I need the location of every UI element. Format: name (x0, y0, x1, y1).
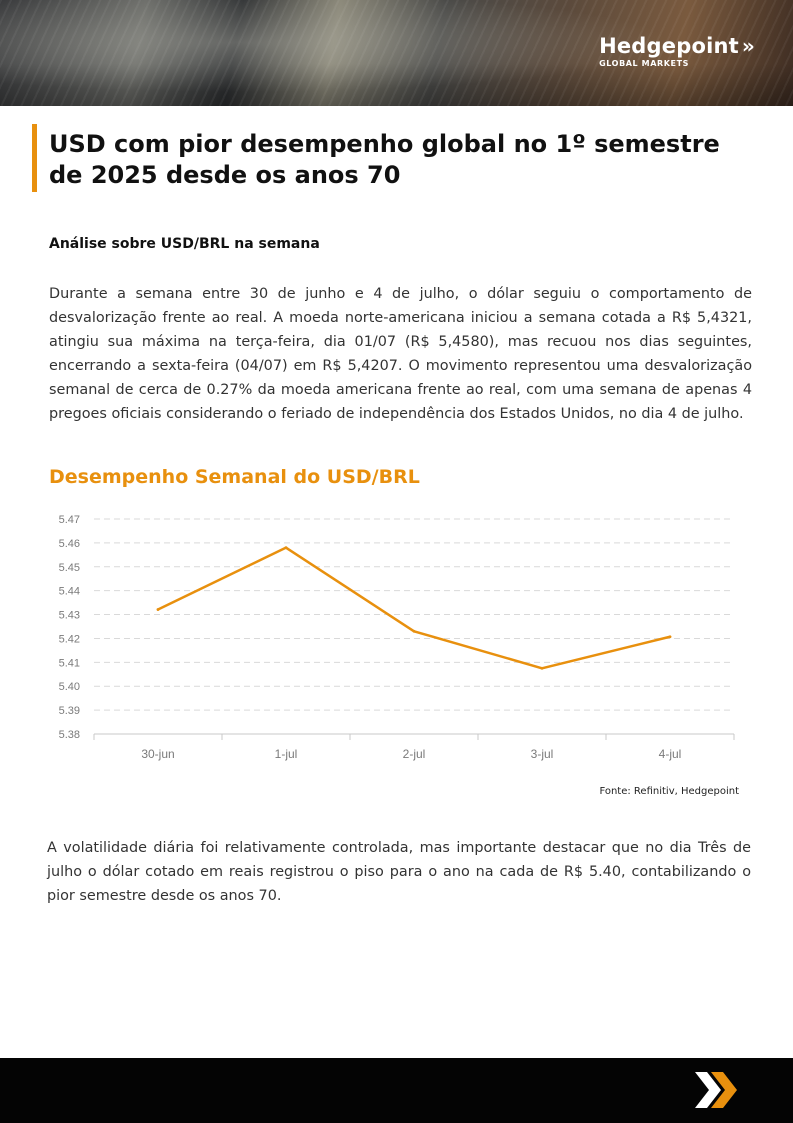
x-tick-label: 1-jul (275, 747, 298, 761)
y-tick-label: 5.38 (59, 729, 80, 741)
paragraph-analysis: Durante a semana entre 30 de junho e 4 d… (49, 286, 752, 422)
banner-shade (0, 0, 793, 106)
data-point (412, 629, 416, 633)
y-tick-label: 5.40 (59, 681, 80, 693)
y-tick-label: 5.39 (59, 705, 80, 717)
paragraph-volatility: A volatilidade diária foi relativamente … (47, 840, 751, 904)
data-point (156, 608, 160, 611)
line-chart: 5.47 5.46 5.45 5.44 5.43 5.42 5.41 5.40 5.39 5.38… (59, 514, 735, 761)
brand-subtitle: GLOBAL MARKETS (599, 59, 690, 68)
page-title: USD com pior desempenho global no 1º sem… (49, 130, 720, 189)
x-tick-label: 4-jul (659, 747, 682, 761)
brand-name: Hedgepoint (599, 34, 739, 58)
data-point (284, 546, 288, 550)
brand-logo: Hedgepoint » GLOBAL MARKETS (599, 34, 755, 68)
chart-title: Desempenho Semanal do USD/BRL (49, 466, 420, 488)
brand-name-row: Hedgepoint » (599, 34, 755, 58)
header-banner: Hedgepoint » GLOBAL MARKETS (0, 0, 793, 106)
data-point (668, 635, 672, 639)
y-tick-label: 5.47 (59, 514, 80, 526)
footer-bar (0, 1058, 793, 1123)
series-line (156, 546, 672, 670)
x-tick-label: 30-jun (141, 747, 174, 761)
chart-source: Fonte: Refinitiv, Hedgepoint (599, 786, 739, 797)
y-tick-label: 5.42 (59, 633, 80, 645)
y-tick-label: 5.44 (59, 586, 80, 598)
double-chevron-right-icon: » (741, 34, 755, 58)
x-tick-label: 2-jul (403, 747, 426, 761)
x-tick-label: 3-jul (531, 747, 554, 761)
banner-texture (0, 0, 793, 106)
data-point (540, 666, 544, 670)
double-chevron-right-icon (695, 1072, 737, 1108)
y-tick-label: 5.41 (59, 657, 80, 669)
y-tick-label: 5.43 (59, 610, 80, 622)
y-tick-label: 5.46 (59, 538, 80, 550)
section-subtitle: Análise sobre USD/BRL na semana (49, 236, 320, 252)
y-tick-label: 5.45 (59, 562, 80, 574)
title-accent-bar (32, 124, 37, 192)
